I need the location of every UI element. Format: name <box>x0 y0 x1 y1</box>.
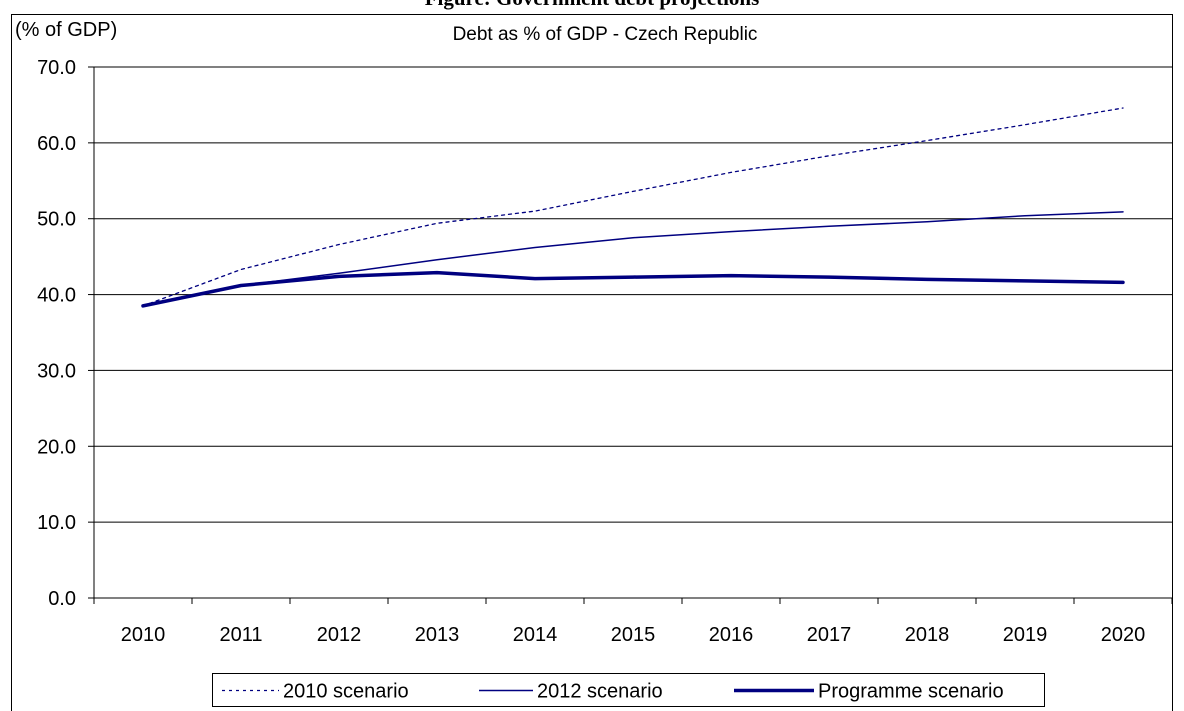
legend-label-3: Programme scenario <box>818 681 1004 703</box>
y-tick-label: 50.0 <box>37 209 76 231</box>
series-line-3 <box>141 270 1125 308</box>
y-tick-label: 70.0 <box>37 57 76 79</box>
x-tick-label: 2016 <box>709 624 754 646</box>
x-tick-label: 2019 <box>1003 624 1048 646</box>
legend-label-2: 2012 scenario <box>537 681 663 703</box>
x-tick-label: 2020 <box>1101 624 1146 646</box>
x-tick-label: 2010 <box>121 624 166 646</box>
y-tick-label: 10.0 <box>37 512 76 534</box>
x-tick-label: 2018 <box>905 624 950 646</box>
x-tick-label: 2011 <box>219 624 262 646</box>
x-tick-label: 2013 <box>415 624 460 646</box>
y-axis-label: (% of GDP) <box>15 19 117 41</box>
x-tick-label: 2014 <box>513 624 558 646</box>
series-line-2 <box>142 211 1124 307</box>
figure-heading: Figure: Government debt projections <box>0 0 1184 11</box>
legend-box <box>212 673 1045 707</box>
series-line-1 <box>142 107 1124 307</box>
chart-title: Debt as % of GDP - Czech Republic <box>453 24 758 45</box>
x-tick-label: 2012 <box>317 624 362 646</box>
y-tick-label: 0.0 <box>48 588 76 610</box>
y-tick-label: 30.0 <box>37 360 76 382</box>
x-tick-label: 2017 <box>807 624 852 646</box>
legend-label-1: 2010 scenario <box>283 681 409 703</box>
x-tick-label: 2015 <box>611 624 656 646</box>
y-tick-label: 20.0 <box>37 436 76 458</box>
y-tick-label: 60.0 <box>37 133 76 155</box>
chart-frame <box>11 14 1173 711</box>
y-tick-label: 40.0 <box>37 285 76 307</box>
